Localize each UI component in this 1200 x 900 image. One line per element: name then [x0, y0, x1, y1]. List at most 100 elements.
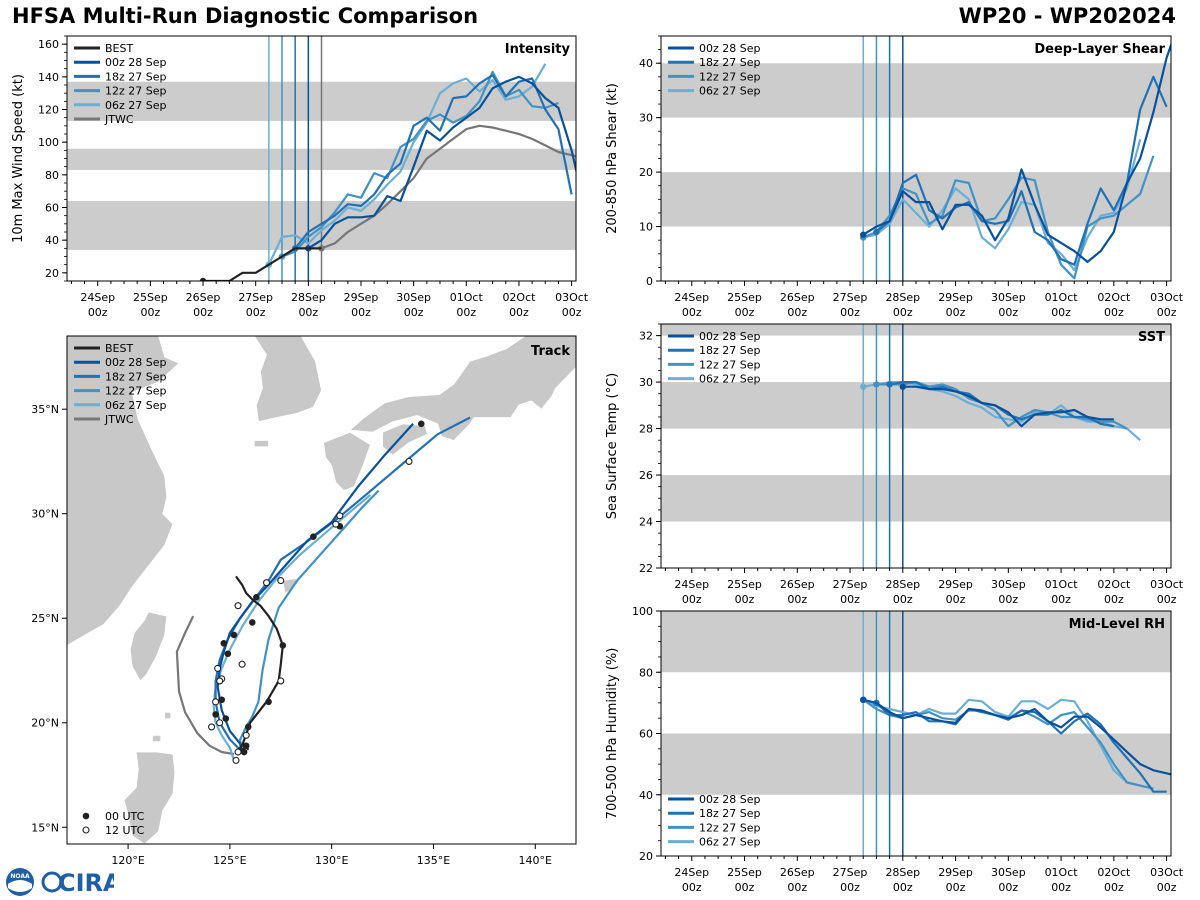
track-point-00utc: [265, 698, 272, 706]
rh-panel: 24Sep 00z 25Sep 00z 26Sep 00z 27Sep 00z 28Sep 00z…: [605, 605, 1184, 894]
track-line-jtwc: [175, 615, 235, 756]
rh-xtick-label-day: 02Oct: [1097, 866, 1131, 879]
sst-xtick-label-day: 27Sep: [833, 578, 868, 591]
track-point-12utc: [405, 457, 413, 465]
sst-panel: 24Sep 00z 25Sep 00z 26Sep 00z 27Sep 00z 28Sep 00z…: [605, 323, 1184, 606]
track-point-12utc: [277, 677, 285, 685]
sst-series-run00z28: [902, 385, 1114, 428]
intensity-series-jtwc: [321, 124, 576, 250]
shear-xtick-label-day: 24Sep: [674, 291, 709, 304]
cira-logo-text: CIRA: [58, 869, 114, 897]
land-babuyan: [152, 734, 162, 742]
rh-init-marker-run00z28: [860, 696, 867, 704]
rh-legend-label-run00z28: 00z 28 Sep: [699, 793, 761, 806]
shear-series-run00z28: [862, 41, 1171, 263]
shear-ytick-label: 40: [639, 57, 653, 70]
intensity-panel: 24Sep 00z 25Sep 00z 26Sep 00z 27Sep 00z 28Sep 00z…: [11, 35, 589, 319]
track-point-12utc: [216, 719, 224, 727]
rh-xtick-label-day: 24Sep: [674, 866, 709, 879]
land-korea: [253, 336, 322, 423]
shear-series-run12z27: [862, 155, 1155, 280]
track-point-12utc: [234, 602, 242, 610]
shear-series-run06z27: [862, 139, 1142, 272]
land-china-coast: [67, 336, 180, 646]
sst-xtick-label-day: 28Sep: [885, 578, 920, 591]
intensity-xtick-label-day: 02Oct: [502, 291, 536, 304]
rh-plot-area: [661, 611, 1171, 856]
shear-ylabel: 200-850 hPa Shear (kt): [605, 83, 620, 234]
sst-ytick-label: 30: [639, 376, 653, 389]
shear-xtick-label-hour: 00z: [1157, 306, 1177, 319]
land-japan-honshu: [349, 336, 576, 441]
track-legend-label-12utc: 12 UTC: [105, 824, 145, 837]
track-point-12utc: [212, 698, 220, 706]
track-point-12utc: [242, 731, 250, 739]
intensity-ytick-label: 80: [45, 169, 59, 182]
track-point-12utc: [332, 520, 340, 528]
rh-xtick-label-hour: 00z: [998, 881, 1018, 894]
intensity-xtick-label-hour: 00z: [193, 306, 213, 319]
rh-xtick-label-day: 26Sep: [780, 866, 815, 879]
shear-init-marker-run18z27: [873, 228, 880, 236]
rh-xtick-label-day: 01Oct: [1045, 866, 1079, 879]
sst-ytick-label: 24: [639, 516, 653, 529]
shear-series-run18z27: [875, 75, 1168, 266]
intensity-xtick-label-hour: 00z: [298, 306, 318, 319]
intensity-legend-label-run12z27: 12z 27 Sep: [105, 85, 167, 98]
shear-ytick-label: 20: [639, 166, 653, 179]
rh-title: Mid-Level RH: [1069, 617, 1165, 632]
shear-xtick-label-day: 02Oct: [1097, 291, 1131, 304]
track-plot-area: [67, 336, 576, 844]
land-luzon: [123, 751, 176, 844]
intensity-xtick-label-day: 25Sep: [133, 291, 168, 304]
sst-xtick-label-hour: 00z: [1157, 593, 1177, 606]
intensity-xtick-label-day: 01Oct: [450, 291, 484, 304]
track-point-00utc: [417, 420, 425, 428]
shear-title: Deep-Layer Shear: [1034, 42, 1165, 57]
track-point-12utc: [214, 664, 222, 672]
shear-xtick-label-day: 25Sep: [727, 291, 762, 304]
sst-xtick-label-hour: 00z: [893, 593, 913, 606]
sst-xtick-label-hour: 00z: [998, 593, 1018, 606]
sst-init-marker-run00z28: [899, 383, 907, 390]
rh-ytick-label: 80: [639, 666, 653, 679]
intensity-series-run06z27: [267, 63, 547, 266]
rh-xtick-label-day: 25Sep: [727, 866, 762, 879]
rh-xtick-label-hour: 00z: [840, 881, 860, 894]
intensity-ytick-label: 40: [45, 234, 59, 247]
noaa-logo-text: NOAA: [10, 873, 30, 880]
sst-xtick-label-day: 01Oct: [1045, 578, 1079, 591]
intensity-ylabel: 10m Max Wind Speed (kt): [11, 74, 26, 243]
rh-ytick-label: 60: [639, 728, 653, 741]
sst-xtick-label-hour: 00z: [946, 593, 966, 606]
track-legend-label-run12z27: 12z 27 Sep: [105, 385, 167, 398]
track-panel: 120°E 125°E 130°E 135°E 140°E 15°N 20°N 25°N 30°…: [31, 335, 577, 867]
shear-xtick-label-day: 26Sep: [780, 291, 815, 304]
shear-xtick-label-hour: 00z: [682, 306, 702, 319]
shear-legend-label-run18z27: 18z 27 Sep: [699, 56, 761, 69]
rh-band-1: [661, 611, 1171, 673]
intensity-xtick-label-hour: 00z: [456, 306, 476, 319]
shear-xtick-label-day: 28Sep: [885, 291, 920, 304]
intensity-ytick-label: 140: [38, 71, 59, 84]
shear-band-1: [661, 63, 1171, 118]
rh-xtick-label-hour: 00z: [1157, 881, 1177, 894]
sst-ytick-label: 22: [639, 562, 653, 575]
sst-init-marker-run06z27: [860, 383, 867, 390]
shear-legend-label-run06z27: 06z 27 Sep: [699, 85, 761, 98]
shear-ytick-label: 10: [639, 221, 653, 234]
track-point-00utc: [218, 696, 226, 704]
shear-band-0: [661, 172, 1171, 227]
rh-legend-label-run06z27: 06z 27 Sep: [699, 836, 761, 849]
shear-xtick-label-hour: 00z: [787, 306, 807, 319]
sst-title: SST: [1138, 330, 1165, 345]
rh-ylabel: 700-500 hPa Humidity (%): [605, 648, 620, 820]
shear-init-marker-run00z28: [860, 231, 867, 238]
shear-xtick-label-hour: 00z: [893, 306, 913, 319]
track-point-00utc: [248, 619, 256, 626]
track-ytick-label: 25°N: [31, 612, 59, 625]
track-xtick-label: 140°E: [519, 854, 552, 867]
sst-ytick-label: 26: [639, 469, 653, 482]
track-ytick-label: 20°N: [31, 717, 59, 730]
rh-ytick-label: 40: [639, 789, 653, 802]
